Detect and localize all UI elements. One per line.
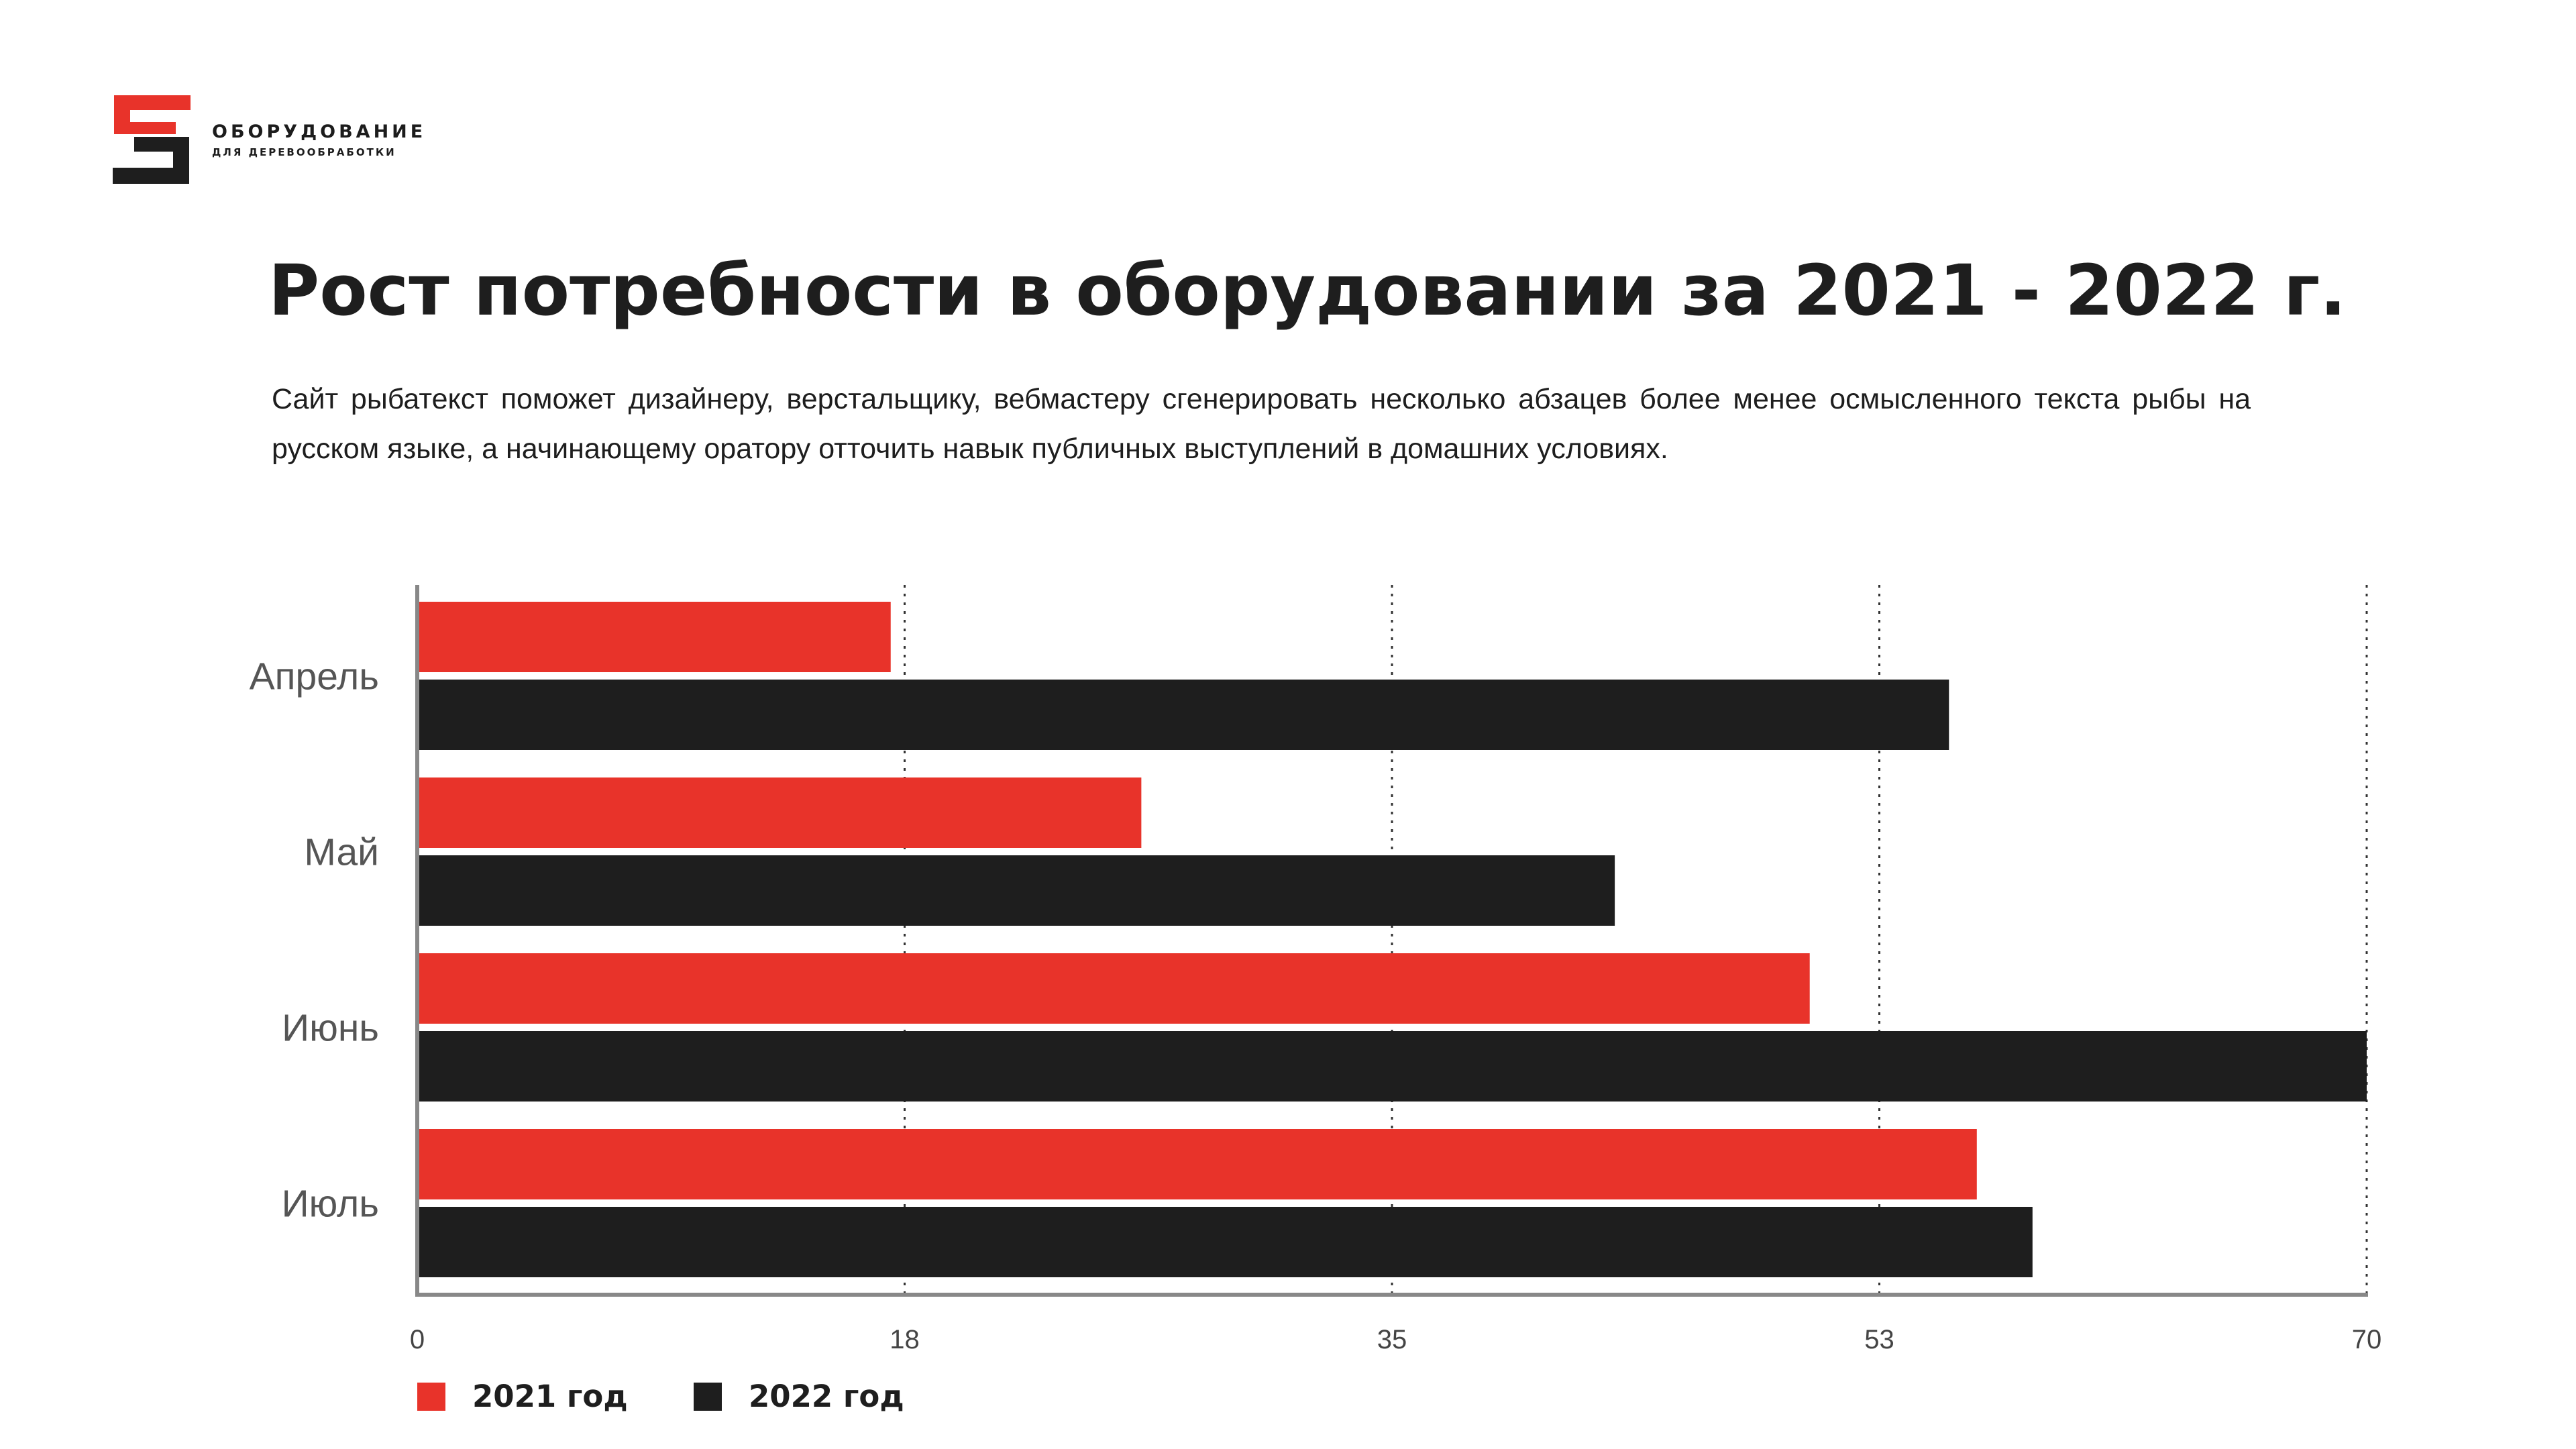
bar-2021 (417, 953, 1810, 1024)
legend-item-2022: 2022 год (694, 1379, 904, 1414)
logo-title: ОБОРУДОВАНИЕ (212, 121, 427, 142)
logo-subtitle: ДЛЯ ДЕРЕВООБРАБОТКИ (212, 146, 396, 158)
page-title: Рост потребности в оборудовании за 2021 … (268, 250, 2347, 331)
bar-2021 (417, 777, 1142, 848)
bar-2021 (417, 602, 891, 672)
bar-2022 (417, 1207, 2033, 1277)
y-category-label: Апрель (250, 655, 379, 698)
x-tick-label: 53 (1864, 1325, 1894, 1354)
x-tick-label: 35 (1377, 1325, 1407, 1354)
bar-2022 (417, 1031, 2367, 1102)
legend-item-2021: 2021 год (417, 1379, 628, 1414)
bar-2021 (417, 1129, 1977, 1199)
y-category-label: Июль (282, 1183, 379, 1226)
bar-2022 (417, 680, 1949, 750)
bar-2022 (417, 855, 1615, 926)
page-description: Сайт рыбатекст поможет дизайнеру, верста… (272, 383, 2251, 465)
legend-swatch-2022 (694, 1382, 722, 1411)
y-category-label: Май (304, 831, 379, 874)
x-tick-label: 18 (890, 1325, 920, 1354)
logo-s-icon (107, 95, 196, 184)
legend-label-2022: 2022 год (749, 1379, 904, 1414)
logo: ОБОРУДОВАНИЕ ДЛЯ ДЕРЕВООБРАБОТКИ (107, 95, 426, 184)
y-category-label: Июнь (282, 1007, 379, 1050)
legend-swatch-2021 (417, 1382, 445, 1411)
x-tick-label: 70 (2352, 1325, 2382, 1354)
legend-label-2021: 2021 год (472, 1379, 628, 1414)
x-tick-label: 0 (410, 1325, 425, 1354)
